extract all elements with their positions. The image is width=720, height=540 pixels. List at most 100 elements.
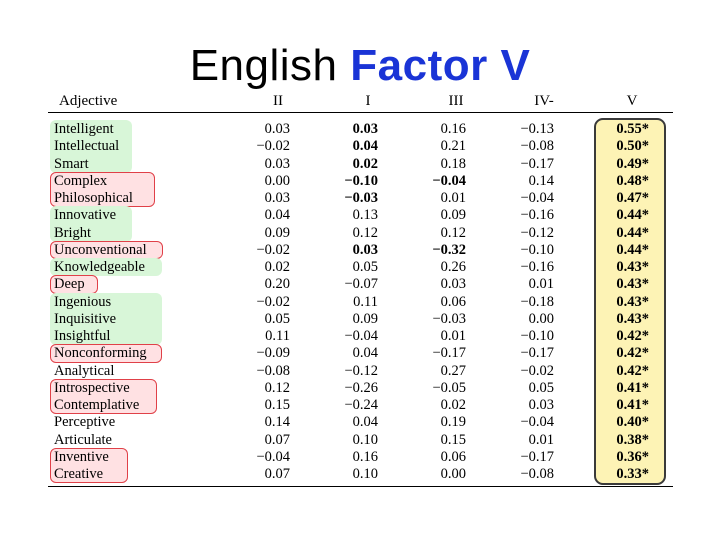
factor-ii-cell: 0.03	[264, 190, 290, 206]
factor-i-cell: 0.10	[352, 466, 378, 482]
factor-ii-cell: 0.00	[264, 172, 290, 189]
adjective-cell: Contemplative	[54, 397, 140, 413]
adjective-cell: Intellectual	[54, 138, 120, 155]
factor-i-cell: 0.04	[352, 345, 378, 362]
factor-iii-cell: 0.12	[440, 224, 466, 241]
factor-iv-cell: −0.12	[520, 224, 554, 241]
factor-ii-cell: 0.03	[264, 155, 290, 172]
table-row: Philosophical 0.03 −0.03 0.01 −0.04 0.47*	[48, 190, 673, 207]
factor-ii-cell: −0.02	[256, 138, 290, 155]
factor-iv-cell: −0.17	[520, 155, 554, 172]
factor-iv-cell: −0.08	[520, 466, 554, 482]
adjective-cell: Philosophical	[54, 190, 133, 206]
factor-v-cell: 0.55*	[616, 121, 649, 137]
factor-v-cell: 0.43*	[616, 276, 649, 293]
factor-ii-cell: 0.11	[265, 328, 290, 344]
factor-i-cell: 0.04	[352, 414, 378, 431]
factor-table: Adjective II I III IV- V Intelligent 0.03…	[48, 90, 673, 488]
slide-title: English Factor V	[0, 38, 720, 94]
factor-iv-cell: −0.16	[520, 259, 554, 275]
table-bottom-rule	[48, 486, 673, 487]
table-row: Articulate 0.07 0.10 0.15 0.01 0.38*	[48, 432, 673, 449]
factor-iii-cell: 0.26	[440, 259, 466, 275]
factor-iv-cell: −0.17	[520, 345, 554, 362]
factor-iv-cell: 0.01	[528, 276, 554, 293]
factor-v-cell: 0.40*	[616, 414, 649, 431]
red-highlight-band	[50, 171, 155, 208]
green-highlight-band	[50, 258, 162, 277]
factor-ii-cell: −0.08	[256, 362, 290, 379]
factor-v-cell: 0.36*	[616, 448, 649, 465]
table-row: Contemplative 0.15 −0.24 0.02 0.03 0.41*	[48, 397, 673, 414]
factor-i-cell: 0.10	[352, 431, 378, 448]
table-row: Perceptive 0.14 0.04 0.19 −0.04 0.40*	[48, 414, 673, 431]
factor-iv-cell: 0.03	[528, 397, 554, 413]
table-row: Innovative 0.04 0.13 0.09 −0.16 0.44*	[48, 207, 673, 224]
factor-v-cell: 0.43*	[616, 310, 649, 327]
factor-iii-cell: 0.00	[440, 466, 466, 482]
factor-v-cell: 0.44*	[616, 241, 649, 258]
factor-iv-cell: −0.04	[520, 414, 554, 431]
title-english: English	[189, 41, 338, 90]
adjective-cell: Deep	[54, 276, 85, 293]
factor-ii-cell: 0.04	[264, 207, 290, 224]
adjective-cell: Complex	[54, 172, 108, 189]
factor-v-cell: 0.47*	[616, 190, 649, 206]
factor-iv-cell: −0.17	[520, 448, 554, 465]
factor-iv-cell: 0.00	[528, 310, 554, 327]
factor-iii-cell: 0.18	[440, 155, 466, 172]
factor-iii-cell: 0.02	[440, 397, 466, 413]
factor-ii-cell: −0.02	[256, 293, 290, 310]
adjective-cell: Smart	[54, 155, 89, 172]
table-row: Introspective 0.12 −0.26 −0.05 0.05 0.41*	[48, 380, 673, 397]
factor-ii-cell: 0.05	[264, 310, 290, 327]
factor-i-cell: −0.03	[344, 190, 378, 206]
factor-i-cell: 0.04	[352, 138, 378, 155]
adjective-cell: Articulate	[54, 431, 112, 448]
adjective-cell: Nonconforming	[54, 345, 147, 362]
factor-iv-cell: −0.18	[520, 293, 554, 310]
factor-ii-cell: 0.07	[264, 431, 290, 448]
factor-i-cell: −0.26	[344, 379, 378, 396]
factor-ii-cell: 0.14	[264, 414, 290, 431]
factor-ii-cell: 0.20	[264, 276, 290, 293]
factor-i-cell: −0.07	[344, 276, 378, 293]
table-row: Smart 0.03 0.02 0.18 −0.17 0.49*	[48, 156, 673, 173]
factor-ii-cell: −0.04	[256, 448, 290, 465]
adjective-cell: Insightful	[54, 328, 111, 344]
header-iv: IV-	[534, 93, 554, 109]
factor-ii-cell: −0.02	[256, 241, 290, 258]
red-highlight-band	[50, 344, 162, 363]
table-row: Bright 0.09 0.12 0.12 −0.12 0.44*	[48, 225, 673, 242]
header-iii: III	[448, 93, 464, 109]
factor-iv-cell: −0.08	[520, 138, 554, 155]
factor-v-cell: 0.33*	[616, 466, 649, 482]
table-row: Intelligent 0.03 0.03 0.16 −0.13 0.55*	[48, 121, 673, 138]
factor-iii-cell: 0.16	[440, 121, 466, 137]
table-row: Complex 0.00 −0.10 −0.04 0.14 0.48*	[48, 173, 673, 190]
table-row: Nonconforming −0.09 0.04 −0.17 −0.17 0.42*	[48, 345, 673, 362]
factor-v-cell: 0.41*	[616, 379, 649, 396]
table-row: Creative 0.07 0.10 0.00 −0.08 0.33*	[48, 466, 673, 483]
table-row: Analytical −0.08 −0.12 0.27 −0.02 0.42*	[48, 363, 673, 380]
factor-i-cell: −0.12	[344, 362, 378, 379]
title-factor-v: Factor V	[350, 41, 531, 90]
adjective-cell: Unconventional	[54, 241, 147, 258]
factor-ii-cell: 0.07	[264, 466, 290, 482]
factor-iii-cell: −0.32	[432, 241, 466, 258]
factor-ii-cell: 0.12	[264, 379, 290, 396]
table-row: Inventive −0.04 0.16 0.06 −0.17 0.36*	[48, 449, 673, 466]
factor-ii-cell: 0.09	[264, 224, 290, 241]
factor-iv-cell: −0.04	[520, 190, 554, 206]
factor-ii-cell: −0.09	[256, 345, 290, 362]
factor-i-cell: 0.16	[352, 448, 378, 465]
factor-iv-cell: −0.16	[520, 207, 554, 224]
adjective-cell: Analytical	[54, 362, 115, 379]
adjective-cell: Inventive	[54, 448, 109, 465]
header-v: V	[626, 93, 638, 109]
factor-iv-cell: 0.01	[528, 431, 554, 448]
adjective-cell: Intelligent	[54, 121, 114, 137]
adjective-cell: Inquisitive	[54, 310, 117, 327]
adjective-cell: Creative	[54, 466, 104, 482]
header-i: I	[365, 93, 371, 109]
